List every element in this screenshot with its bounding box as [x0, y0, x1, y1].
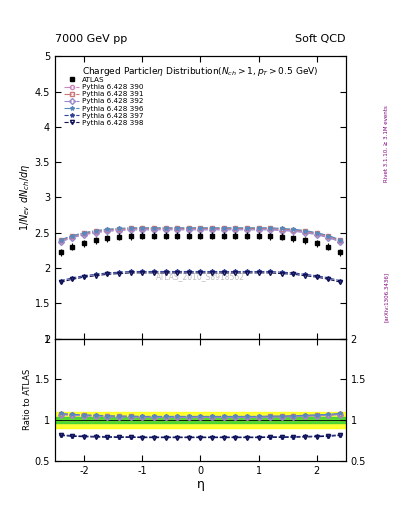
Text: ATLAS_2010_S8918562: ATLAS_2010_S8918562 [156, 272, 245, 281]
Text: Rivet 3.1.10, ≥ 3.1M events: Rivet 3.1.10, ≥ 3.1M events [384, 105, 389, 182]
Text: [arXiv:1306.3436]: [arXiv:1306.3436] [384, 272, 389, 322]
Y-axis label: $1/N_{ev}\ dN_{ch}/d\eta$: $1/N_{ev}\ dN_{ch}/d\eta$ [18, 163, 32, 231]
Text: Charged Particle$\eta$ Distribution($N_{ch} > 1, p_{T} > 0.5$ GeV): Charged Particle$\eta$ Distribution($N_{… [82, 65, 319, 78]
Y-axis label: Ratio to ATLAS: Ratio to ATLAS [23, 369, 32, 430]
X-axis label: η: η [196, 478, 204, 492]
Text: 7000 GeV pp: 7000 GeV pp [55, 33, 127, 44]
Text: Soft QCD: Soft QCD [296, 33, 346, 44]
Bar [55, 412, 346, 428]
Bar [55, 417, 346, 423]
Legend: ATLAS, Pythia 6.428 390, Pythia 6.428 391, Pythia 6.428 392, Pythia 6.428 396, P: ATLAS, Pythia 6.428 390, Pythia 6.428 39… [62, 74, 146, 129]
